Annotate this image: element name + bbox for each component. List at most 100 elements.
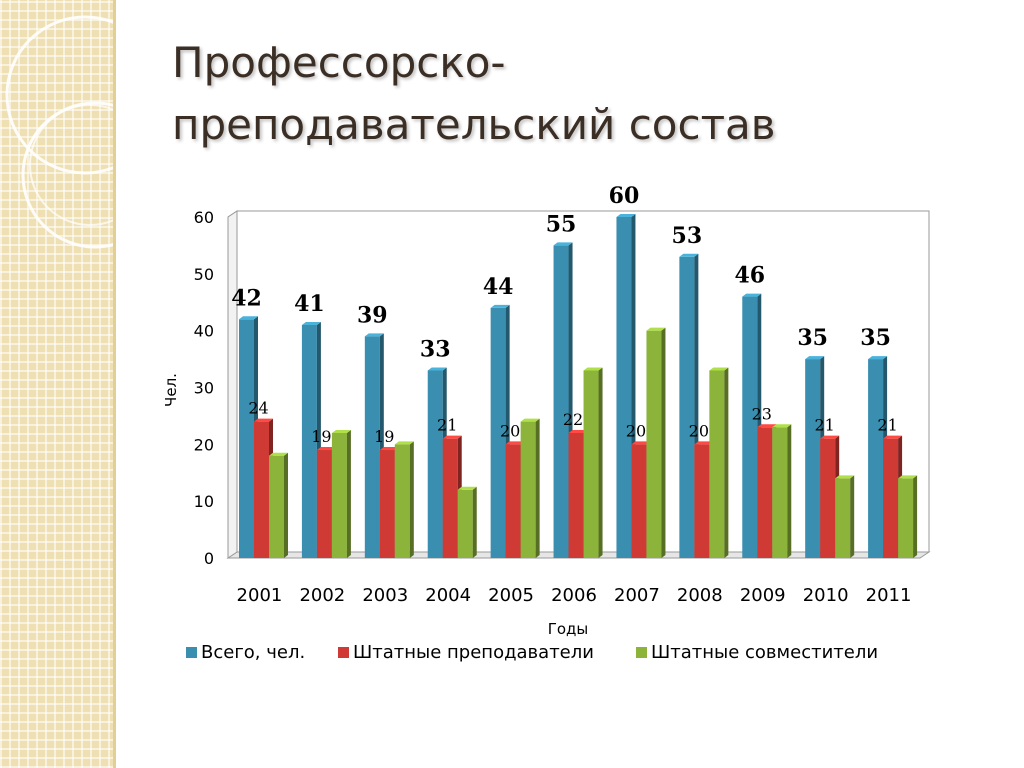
legend-swatch xyxy=(338,647,349,658)
data-label: 55 xyxy=(546,211,577,237)
bar-top xyxy=(364,333,384,337)
legend-label: Всего, чел. xyxy=(201,642,305,663)
data-label: 21 xyxy=(437,416,457,435)
bar xyxy=(505,444,521,558)
bar xyxy=(427,370,443,558)
bar xyxy=(805,359,821,558)
bar-top xyxy=(568,429,588,433)
data-label: 46 xyxy=(734,263,765,289)
bar xyxy=(254,421,269,558)
bar xyxy=(616,217,632,558)
data-label: 21 xyxy=(815,416,835,435)
bar-top xyxy=(427,367,447,371)
y-tick-label: 10 xyxy=(194,492,214,511)
bar-top xyxy=(316,447,336,451)
bar-top xyxy=(457,486,477,490)
data-label: 60 xyxy=(609,183,640,209)
bar xyxy=(553,245,569,558)
bar-top xyxy=(269,452,288,456)
x-tick-label: 2008 xyxy=(677,585,723,606)
x-tick-label: 2005 xyxy=(488,585,534,606)
bar xyxy=(898,478,914,558)
x-tick-label: 2011 xyxy=(866,585,912,606)
data-label: 39 xyxy=(357,302,388,328)
bar-top xyxy=(616,214,636,217)
bar xyxy=(316,450,332,558)
legend-swatch xyxy=(186,647,197,658)
bar xyxy=(394,444,410,558)
bar xyxy=(442,438,458,558)
bar-top xyxy=(379,447,399,451)
bar-side xyxy=(535,418,540,558)
side-pattern-strip xyxy=(0,0,116,768)
y-tick-label: 30 xyxy=(194,379,214,398)
x-tick-label: 2003 xyxy=(362,585,408,606)
bar-top xyxy=(898,475,918,479)
bar-side xyxy=(472,486,477,558)
bar-top xyxy=(583,367,603,371)
bar xyxy=(379,450,395,558)
y-axis-label: Чел. xyxy=(162,373,180,407)
data-label: 20 xyxy=(689,421,709,440)
bar-side xyxy=(284,452,288,558)
bar-top xyxy=(553,242,573,246)
x-tick-label: 2004 xyxy=(425,585,471,606)
bar-top xyxy=(331,429,351,433)
data-label: 19 xyxy=(374,427,394,446)
data-label: 20 xyxy=(626,421,646,440)
data-label: 35 xyxy=(797,325,828,351)
bar xyxy=(709,370,725,558)
bar xyxy=(301,324,317,558)
data-label: 21 xyxy=(877,416,897,435)
y-tick-label: 50 xyxy=(194,265,214,284)
bar-top xyxy=(301,321,321,325)
bar-top xyxy=(820,435,840,439)
bar-side xyxy=(409,441,414,558)
bar xyxy=(646,330,662,558)
chart-side-wall xyxy=(227,210,238,559)
bar xyxy=(820,438,836,558)
x-tick-label: 2006 xyxy=(551,585,597,606)
data-label: 23 xyxy=(752,404,772,423)
decorative-rings xyxy=(5,15,113,249)
data-label: 22 xyxy=(563,410,583,429)
x-axis-label: Годы xyxy=(548,620,589,638)
bar xyxy=(679,256,695,558)
bar-top xyxy=(757,424,777,428)
bar-top xyxy=(868,356,888,360)
legend: Всего, чел. Штатные преподаватели Штатные … xyxy=(186,642,878,663)
x-tick-label: 2001 xyxy=(237,585,283,606)
bar xyxy=(694,444,710,558)
bar xyxy=(520,421,536,558)
bar-top xyxy=(254,418,273,422)
bar xyxy=(568,432,584,558)
data-label: 53 xyxy=(672,223,703,249)
bar-side xyxy=(913,475,918,558)
bar-side xyxy=(724,367,729,558)
bar xyxy=(269,455,284,558)
bar xyxy=(457,489,473,558)
bar-top xyxy=(631,441,651,445)
bar xyxy=(490,307,506,558)
legend-label: Штатные преподаватели xyxy=(353,642,594,663)
bar-side xyxy=(787,424,792,558)
bar-top xyxy=(490,304,510,308)
x-tick-label: 2007 xyxy=(614,585,660,606)
bar xyxy=(239,319,254,558)
data-label: 35 xyxy=(860,325,891,351)
bar xyxy=(757,427,773,558)
bar-side xyxy=(598,367,603,558)
bar-top xyxy=(709,367,729,371)
bar-top xyxy=(679,253,699,257)
bar xyxy=(631,444,647,558)
x-tick-label: 2002 xyxy=(299,585,345,606)
data-labels: 42 24 41 19 39 19 33 21 44 20 55 22 60 20 53 20 46 23 35 21… xyxy=(231,183,898,446)
bar xyxy=(364,336,380,558)
bar-top xyxy=(835,475,855,479)
bar-top xyxy=(883,435,903,439)
bar xyxy=(583,370,599,558)
x-tick-label: 2010 xyxy=(803,585,849,606)
bar xyxy=(772,427,788,558)
y-tick-label: 60 xyxy=(194,208,214,227)
data-label: 24 xyxy=(248,399,268,418)
